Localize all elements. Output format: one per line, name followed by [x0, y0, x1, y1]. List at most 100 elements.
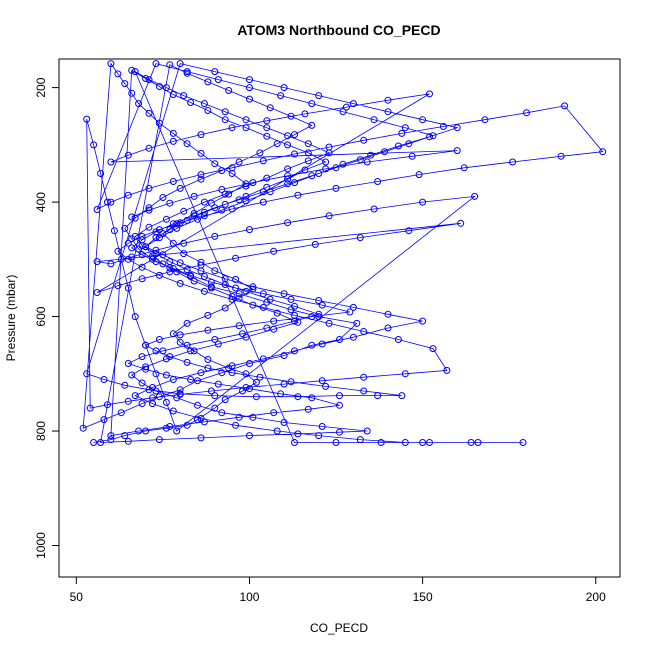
data-point: [166, 199, 174, 207]
y-tick-label: 600: [34, 306, 48, 326]
data-point: [523, 109, 530, 117]
data-point: [259, 303, 267, 311]
data-point: [124, 239, 132, 247]
data-point: [266, 104, 274, 112]
data-point: [124, 284, 132, 292]
data-point: [145, 144, 153, 152]
data-point: [211, 68, 219, 76]
data-point: [228, 295, 236, 303]
data-point: [315, 92, 323, 100]
data-point: [284, 180, 292, 188]
data-point: [419, 439, 427, 446]
data-point: [104, 198, 111, 206]
data-point: [211, 232, 219, 240]
data-point: [207, 199, 215, 207]
data-point: [419, 198, 427, 206]
data-point: [211, 404, 219, 412]
data-point: [124, 151, 132, 159]
data-point: [557, 152, 565, 160]
data-point: [315, 170, 323, 177]
data-point: [266, 295, 274, 303]
data-point: [242, 180, 250, 188]
data-point: [204, 364, 212, 372]
data-point: [228, 369, 236, 377]
data-point: [242, 124, 250, 132]
data-point: [453, 147, 461, 155]
data-point: [460, 164, 468, 172]
data-point: [232, 275, 240, 283]
data-point: [377, 439, 385, 446]
data-point: [270, 317, 278, 325]
data-point: [197, 171, 205, 179]
data-point: [155, 271, 163, 279]
data-point: [246, 95, 253, 103]
data-point: [176, 219, 184, 227]
data-point: [308, 394, 316, 402]
data-point: [197, 175, 205, 183]
data-point: [145, 184, 153, 192]
data-point: [325, 319, 333, 327]
data-point: [322, 382, 330, 390]
data-point: [249, 413, 257, 421]
data-point: [342, 103, 350, 111]
data-point: [138, 251, 146, 259]
data-point: [218, 186, 226, 193]
data-point: [336, 392, 343, 400]
data-point: [200, 100, 208, 108]
data-point: [294, 318, 302, 326]
data-point: [169, 239, 177, 247]
data-point: [228, 124, 236, 132]
data-point: [349, 100, 357, 108]
data-point: [360, 387, 368, 395]
data-point: [176, 60, 184, 68]
data-point: [190, 277, 198, 285]
data-point: [221, 396, 229, 404]
data-point: [235, 294, 243, 302]
data-point: [207, 387, 215, 395]
data-point: [128, 371, 136, 379]
data-point: [263, 117, 271, 125]
data-point: [162, 424, 170, 432]
data-point: [408, 152, 416, 160]
data-point: [131, 232, 139, 240]
data-point: [214, 340, 222, 348]
data-point: [176, 338, 184, 346]
data-point: [363, 158, 371, 166]
data-point: [149, 252, 156, 260]
data-point: [121, 432, 129, 440]
data-point: [114, 70, 122, 78]
data-point: [315, 313, 323, 321]
data-point: [152, 258, 160, 266]
data-point: [135, 427, 143, 435]
data-point: [166, 61, 174, 69]
data-point: [180, 207, 188, 215]
data-point: [419, 116, 427, 124]
data-point: [263, 132, 271, 140]
data-point: [166, 226, 174, 234]
plot-area: [79, 60, 607, 446]
data-point: [138, 263, 146, 271]
data-point: [166, 268, 174, 276]
data-point: [228, 164, 236, 172]
data-point: [426, 133, 433, 141]
data-point: [190, 212, 198, 220]
data-point: [235, 196, 243, 204]
data-point: [128, 89, 136, 97]
data-point: [173, 224, 181, 232]
data-point: [169, 220, 177, 228]
data-point: [336, 336, 343, 343]
data-point: [249, 301, 257, 309]
data-point: [142, 341, 150, 349]
data-point: [176, 390, 184, 398]
data-point: [232, 254, 240, 262]
data-point: [211, 392, 219, 400]
data-point: [197, 261, 205, 269]
data-point: [183, 216, 191, 224]
data-point: [197, 415, 205, 422]
data-point: [183, 341, 191, 349]
data-point: [204, 78, 212, 86]
data-point: [280, 290, 288, 298]
data-point: [204, 107, 212, 114]
data-point: [339, 160, 347, 168]
data-point: [294, 393, 302, 401]
